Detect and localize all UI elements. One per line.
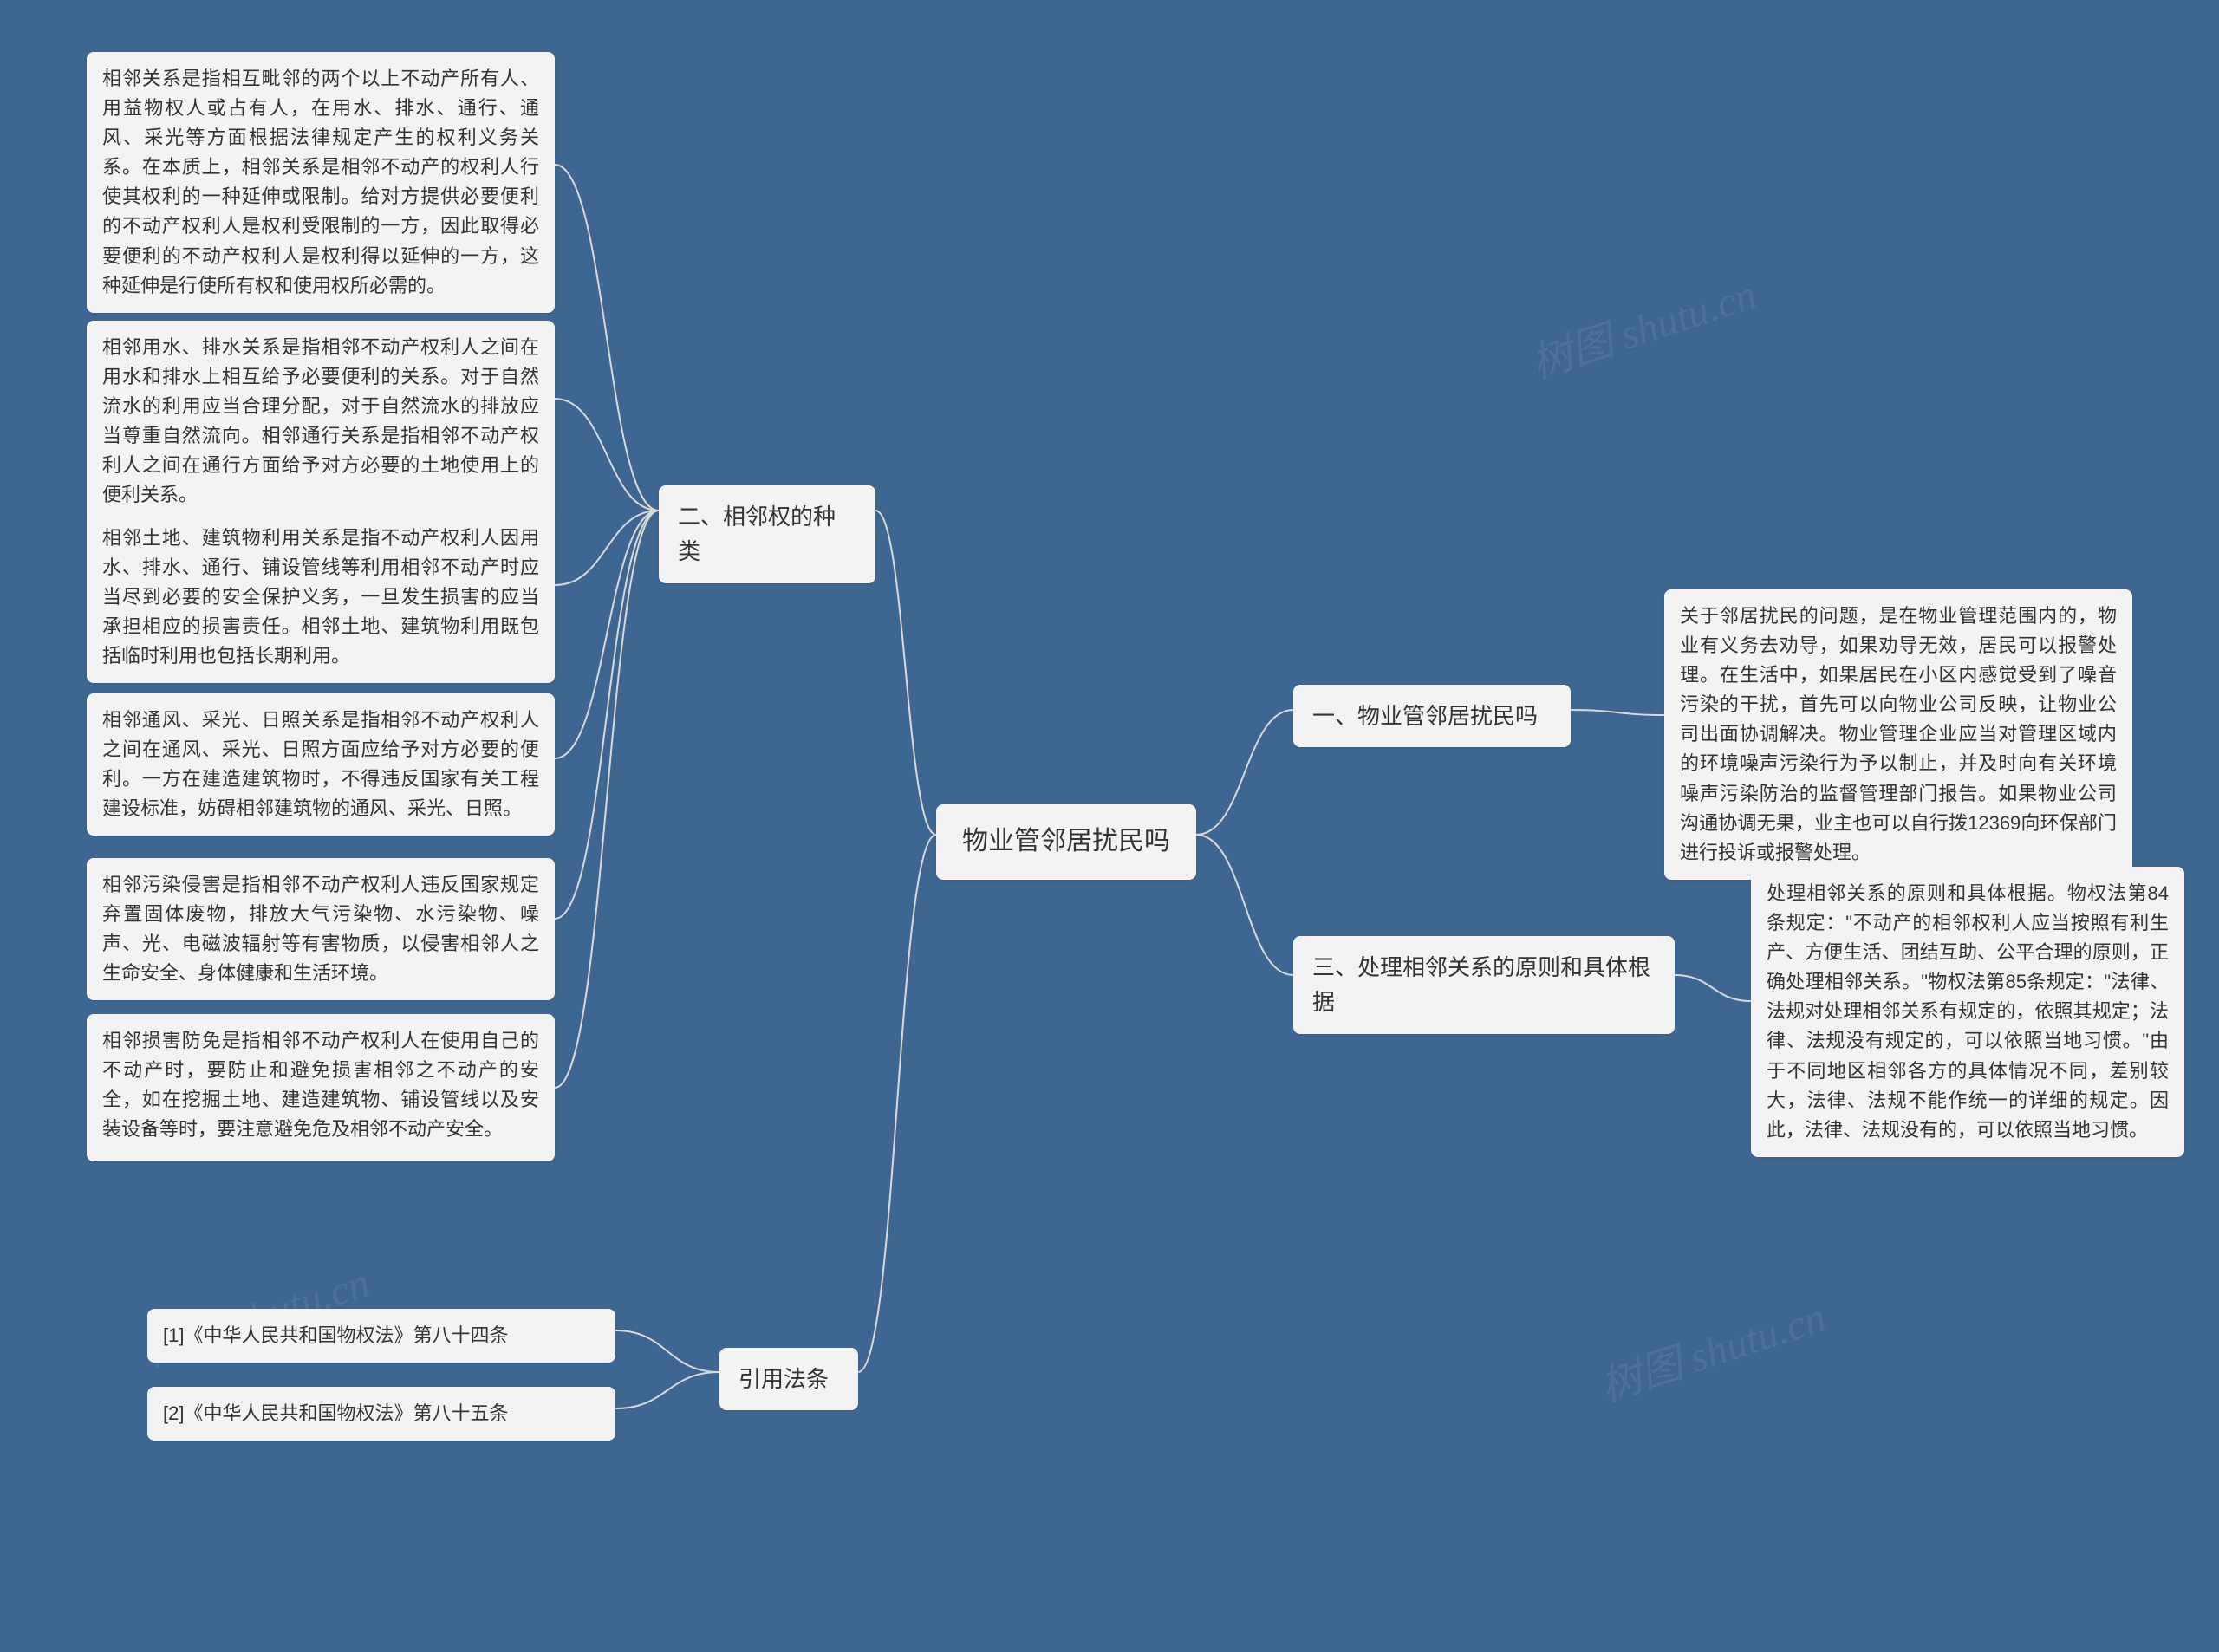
root-node[interactable]: 物业管邻居扰民吗 — [936, 804, 1196, 880]
watermark: 树图 shutu.cn — [1591, 1283, 1832, 1413]
branch-r1[interactable]: 一、物业管邻居扰民吗 — [1293, 685, 1571, 747]
leaf-r1l[interactable]: 关于邻居扰民的问题，是在物业管理范围内的，物业有义务去劝导，如果劝导无效，居民可… — [1664, 589, 2132, 880]
branch-r2[interactable]: 三、处理相邻关系的原则和具体根据 — [1293, 936, 1675, 1034]
leaf-l1c[interactable]: 相邻土地、建筑物利用关系是指不动产权利人因用水、排水、通行、铺设管线等利用相邻不… — [87, 511, 555, 683]
mindmap-canvas: 树图 shutu.cn树图 shutu.cn树图 shutu.cn树图 shut… — [0, 0, 2219, 1652]
leaf-l2b[interactable]: [2]《中华人民共和国物权法》第八十五条 — [147, 1387, 615, 1441]
leaf-l2a[interactable]: [1]《中华人民共和国物权法》第八十四条 — [147, 1309, 615, 1363]
watermark: 树图 shutu.cn — [1522, 260, 1763, 390]
leaf-l1f[interactable]: 相邻损害防免是指相邻不动产权利人在使用自己的不动产时，要防止和避免损害相邻之不动… — [87, 1014, 555, 1161]
leaf-r2l[interactable]: 处理相邻关系的原则和具体根据。物权法第84条规定："不动产的相邻权利人应当按照有… — [1751, 867, 2184, 1157]
leaf-l1d[interactable]: 相邻通风、采光、日照关系是指相邻不动产权利人之间在通风、采光、日照方面应给予对方… — [87, 693, 555, 836]
leaf-l1b[interactable]: 相邻用水、排水关系是指相邻不动产权利人之间在用水和排水上相互给予必要便利的关系。… — [87, 321, 555, 523]
branch-l1[interactable]: 二、相邻权的种类 — [659, 485, 875, 583]
leaf-l1a[interactable]: 相邻关系是指相互毗邻的两个以上不动产所有人、用益物权人或占有人，在用水、排水、通… — [87, 52, 555, 313]
leaf-l1e[interactable]: 相邻污染侵害是指相邻不动产权利人违反国家规定弃置固体废物，排放大气污染物、水污染… — [87, 858, 555, 1000]
branch-l2[interactable]: 引用法条 — [719, 1348, 858, 1410]
